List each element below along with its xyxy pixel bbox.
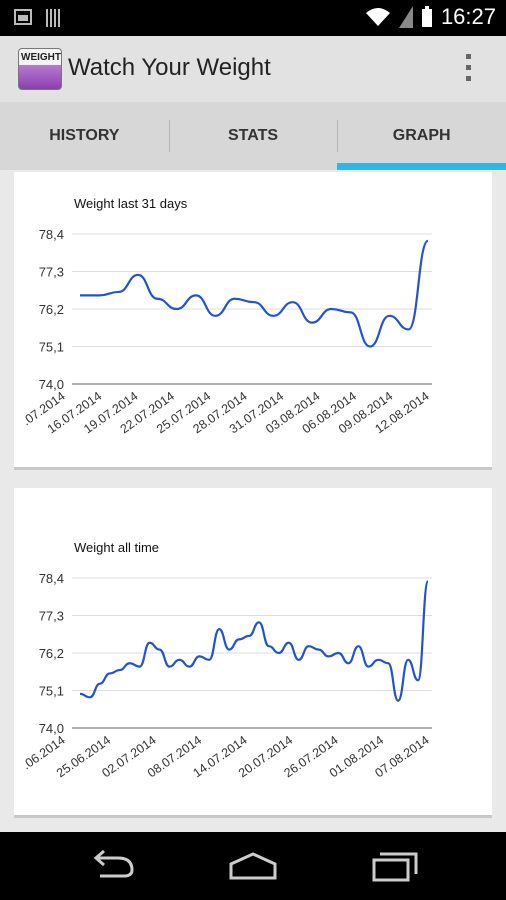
wifi-icon: [365, 8, 390, 26]
action-bar: WEIGHT Watch Your Weight: [0, 36, 506, 102]
line-chart-all-time: 78,477,376,275,174,0.06.201425.06.201402…: [20, 571, 432, 780]
tab-bar: HISTORY STATS GRAPH: [0, 102, 506, 170]
tab-stats[interactable]: STATS: [168, 102, 338, 170]
y-tick-label: 76,2: [39, 646, 64, 661]
home-icon[interactable]: [228, 850, 278, 882]
y-tick-label: 78,4: [39, 571, 64, 586]
back-icon[interactable]: [88, 850, 138, 882]
line-chart-recent: 78,477,376,275,174,0.07.201416.07.201419…: [20, 227, 432, 436]
series-line: [79, 580, 430, 702]
app-title: Watch Your Weight: [68, 54, 271, 81]
y-tick-label: 74,0: [39, 721, 64, 736]
barcode-icon: [46, 9, 62, 27]
overflow-menu-icon[interactable]: [466, 54, 472, 84]
chart-card-all-time: Weight all time 78,4 77,3 76,2 75,1 74,0.06.…: [14, 488, 492, 818]
app-icon[interactable]: WEIGHT: [18, 48, 62, 90]
battery-icon: [421, 6, 432, 27]
signal-icon: [398, 6, 413, 28]
tab-graph[interactable]: GRAPH: [337, 102, 506, 170]
clock: 16:27: [440, 4, 496, 29]
y-tick-label: 76,2: [39, 302, 64, 317]
series-line: [80, 239, 430, 348]
chart-title: Weight all time: [74, 540, 160, 555]
status-bar: 16:27: [0, 0, 506, 36]
image-icon: [14, 9, 32, 25]
y-tick-label: 75,1: [39, 340, 64, 355]
y-tick-label: 77,3: [39, 609, 64, 624]
y-tick-label: 77,3: [39, 265, 64, 280]
y-tick-label: 78,4: [39, 227, 64, 242]
y-tick-label: 74,0: [39, 377, 64, 392]
chart-card-recent: Weight last 31 days 78,4 77,3 76,2 75,1 74,0…: [14, 172, 492, 470]
navigation-bar: [0, 832, 506, 900]
recent-apps-icon[interactable]: [370, 850, 420, 882]
y-tick-label: 75,1: [39, 684, 64, 699]
tab-history[interactable]: HISTORY: [49, 127, 120, 144]
chart-title: Weight last 31 days: [74, 196, 188, 211]
